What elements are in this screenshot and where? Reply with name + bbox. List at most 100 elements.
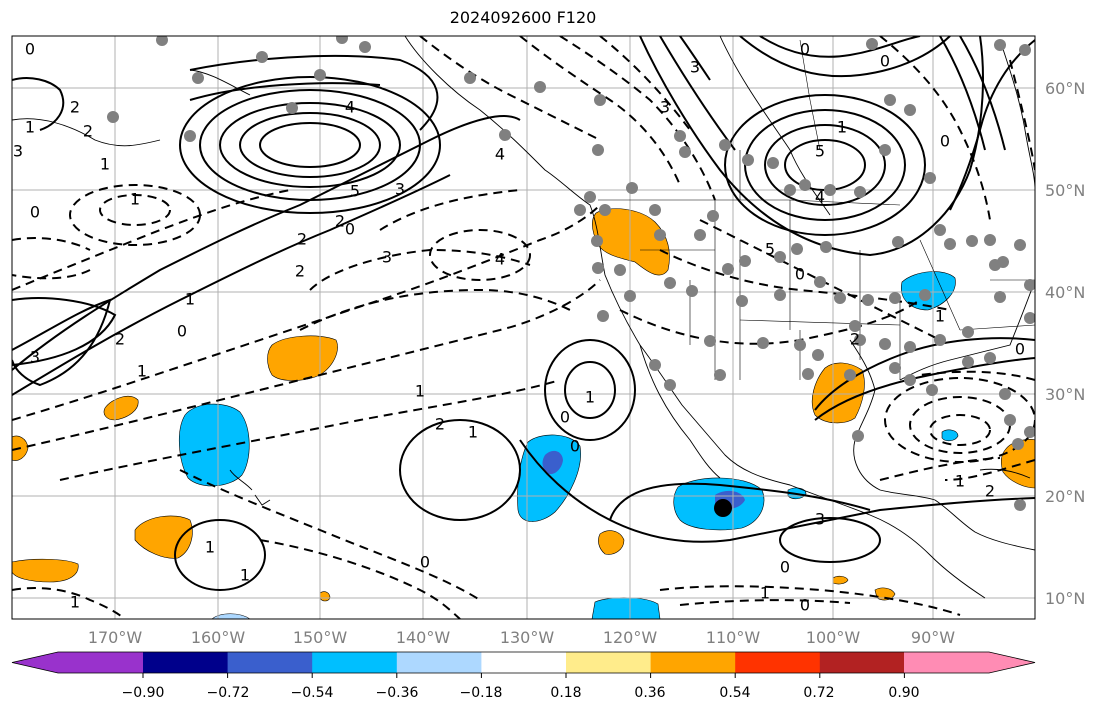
contour-label: 3 xyxy=(13,142,23,161)
station-marker xyxy=(794,339,806,351)
contour-label: 3 xyxy=(815,510,825,529)
blue-patch-small-2 xyxy=(941,429,959,442)
station-marker xyxy=(534,81,546,93)
contour-label: 1 xyxy=(585,388,595,407)
station-marker xyxy=(591,235,603,247)
lon-label: 170°W xyxy=(88,628,143,647)
colorbar-outline xyxy=(11,651,1036,674)
colorbar-tick-label: 0.18 xyxy=(550,685,581,701)
station-marker xyxy=(824,184,836,196)
contour-label: 5 xyxy=(765,240,775,259)
darkblue-core-1 xyxy=(542,450,563,475)
colorbar xyxy=(11,651,1036,678)
station-marker xyxy=(664,277,676,289)
contour-label: 1 xyxy=(70,593,80,612)
station-marker xyxy=(694,229,706,241)
station-marker xyxy=(997,256,1009,268)
station-marker xyxy=(984,234,996,246)
colorbar-segment xyxy=(58,652,143,673)
colorbar-segment xyxy=(566,652,652,673)
contour-label: 2 xyxy=(295,262,305,281)
colorbar-tick-label: −0.36 xyxy=(376,685,419,701)
contour-label: 0 xyxy=(177,322,187,341)
contour-label: 2 xyxy=(297,230,307,249)
station-marker xyxy=(994,39,1006,51)
contour-label: 3 xyxy=(395,180,405,199)
colorbar-tick-labels: −0.90 −0.72 −0.54 −0.36 −0.18 0.18 0.36 … xyxy=(122,685,920,701)
contour-label: 1 xyxy=(760,584,770,603)
station-marker xyxy=(866,38,878,50)
station-marker xyxy=(736,295,748,307)
lon-label: 160°W xyxy=(191,628,246,647)
contour-label: 1 xyxy=(837,118,847,137)
contour-label: 2 xyxy=(335,212,345,231)
station-marker xyxy=(784,184,796,196)
blue-patch-bottom xyxy=(591,597,661,619)
contour-label: 0 xyxy=(800,596,810,615)
colorbar-segment xyxy=(650,652,736,673)
contour-label: 3 xyxy=(382,248,392,267)
contour-label: 2 xyxy=(70,98,80,117)
lon-label: 150°W xyxy=(293,628,348,647)
storm-center-marker xyxy=(714,499,732,517)
station-marker xyxy=(739,255,751,267)
colorbar-tick-label: −0.54 xyxy=(291,685,334,701)
station-marker xyxy=(926,384,938,396)
lat-label: 30°N xyxy=(1045,385,1085,404)
station-marker xyxy=(679,146,691,158)
colorbar-segment xyxy=(396,652,482,673)
station-marker xyxy=(499,129,511,141)
station-marker xyxy=(984,352,996,364)
station-marker xyxy=(1024,312,1035,324)
station-marker xyxy=(107,111,119,123)
station-marker xyxy=(799,179,811,191)
station-marker xyxy=(904,374,916,386)
contour-label: 3 xyxy=(690,58,700,77)
contour-label: 1 xyxy=(185,290,195,309)
colorbar-segment xyxy=(904,652,989,673)
station-marker xyxy=(820,241,832,253)
colorbar-tick-label: −0.72 xyxy=(207,685,250,701)
contour-label: 0 xyxy=(560,408,570,427)
contour-label: 0 xyxy=(880,52,890,71)
contour-label: 2 xyxy=(83,122,93,141)
station-marker xyxy=(742,154,754,166)
contour-label: 1 xyxy=(415,382,425,401)
contour-label: 0 xyxy=(345,220,355,239)
contour-label: 1 xyxy=(100,155,110,174)
contour-label: 0 xyxy=(940,132,950,151)
station-marker xyxy=(884,94,896,106)
station-marker xyxy=(994,291,1006,303)
contour-label: 3 xyxy=(660,98,670,117)
orange-patch-small-1 xyxy=(103,396,139,421)
station-marker xyxy=(892,236,904,248)
lon-label: 100°W xyxy=(806,628,861,647)
contour-label: 0 xyxy=(795,265,805,284)
station-marker xyxy=(256,51,268,63)
station-marker xyxy=(184,130,196,142)
colorbar-tick-label: −0.18 xyxy=(460,685,503,701)
station-marker xyxy=(889,362,901,374)
lon-label: 140°W xyxy=(396,628,451,647)
map-border xyxy=(11,35,1036,620)
station-marker xyxy=(919,289,931,301)
station-marker xyxy=(592,262,604,274)
contour-label: 1 xyxy=(137,362,147,381)
contour-label: 4 xyxy=(815,188,825,207)
longitude-labels: 170°W 160°W 150°W 140°W 130°W 120°W 110°… xyxy=(88,628,955,647)
station-marker xyxy=(626,182,638,194)
contour-label: 0 xyxy=(30,203,40,222)
station-marker xyxy=(722,263,734,275)
lon-label: 90°W xyxy=(911,628,955,647)
orange-patch-small-3 xyxy=(134,515,193,559)
graticule xyxy=(12,36,1035,619)
station-marker xyxy=(879,144,891,156)
station-marker xyxy=(714,369,726,381)
contour-label: 1 xyxy=(205,538,215,557)
station-marker xyxy=(314,69,326,81)
contour-label: 1 xyxy=(468,423,478,442)
station-marker xyxy=(719,139,731,151)
station-marker xyxy=(624,290,636,302)
station-marker xyxy=(1014,239,1026,251)
